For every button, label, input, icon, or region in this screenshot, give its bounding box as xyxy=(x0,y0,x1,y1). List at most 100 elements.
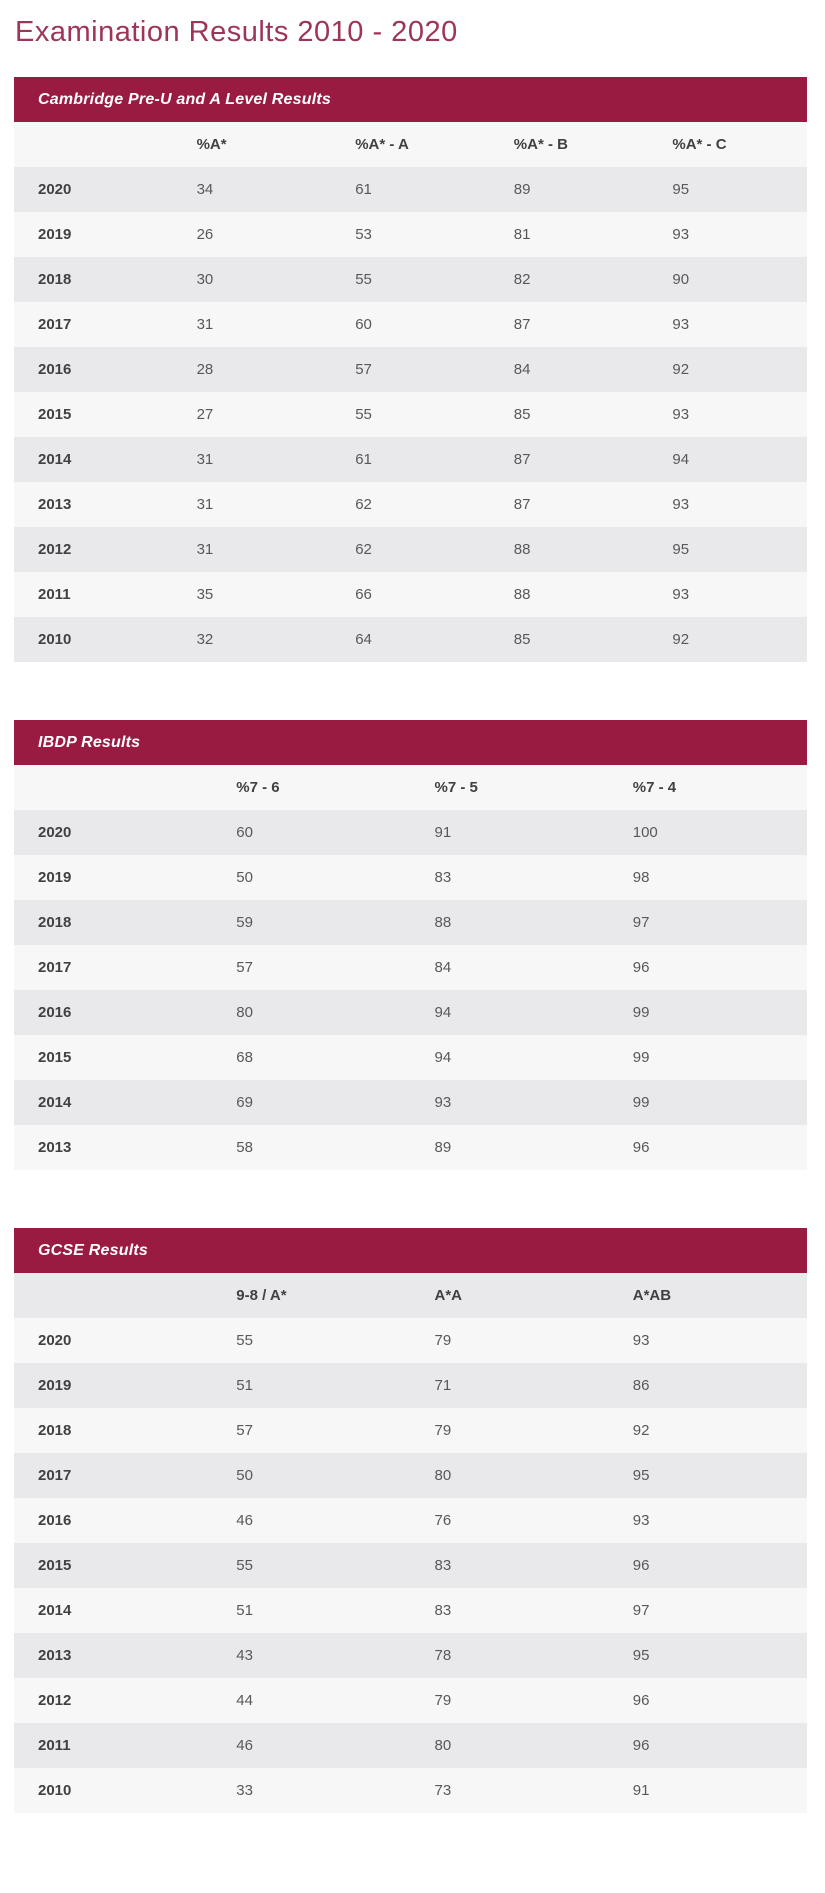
value-cell: 93 xyxy=(672,496,690,514)
value-cell: 50 xyxy=(236,869,253,887)
table-row: 2015 68 94 99 xyxy=(14,1035,807,1081)
page-content: Examination Results 2010 - 2020 Cambridg… xyxy=(14,16,807,1814)
year-cell: 2015 xyxy=(38,406,72,424)
results-table: 9-8 / A* A*A A*AB 2020 55 79 93 2019 51 71 86 2018 5… xyxy=(14,1273,807,1814)
value-cell: 73 xyxy=(434,1782,452,1800)
column-header-row: %7 - 6 %7 - 5 %7 - 4 xyxy=(14,765,807,811)
table-row: 2013 43 78 95 xyxy=(14,1633,807,1679)
column-header: %A* - C xyxy=(672,136,727,154)
value-cell: 97 xyxy=(632,914,650,932)
value-cell: 31 xyxy=(196,541,214,559)
table-row: 2017 31 60 87 93 xyxy=(14,302,807,348)
value-cell: 89 xyxy=(434,1139,452,1157)
value-cell: 93 xyxy=(434,1094,452,1112)
table-row: 2020 34 61 89 95 xyxy=(14,167,807,213)
column-header: %7 - 5 xyxy=(434,779,478,797)
year-cell: 2011 xyxy=(38,586,71,604)
table-row: 2016 46 76 93 xyxy=(14,1498,807,1544)
value-cell: 79 xyxy=(434,1332,452,1350)
value-cell: 80 xyxy=(434,1467,452,1485)
value-cell: 60 xyxy=(355,316,372,334)
year-cell: 2013 xyxy=(38,1139,72,1157)
value-cell: 96 xyxy=(632,1737,650,1755)
table-row: 2011 35 66 88 93 xyxy=(14,572,807,618)
section-title-bar: GCSE Results xyxy=(14,1228,807,1274)
table-row: 2020 60 91 100 xyxy=(14,810,807,856)
year-cell: 2020 xyxy=(38,1332,72,1350)
value-cell: 59 xyxy=(236,914,253,932)
value-cell: 97 xyxy=(632,1602,650,1620)
value-cell: 83 xyxy=(434,1557,452,1575)
table-row: 2011 46 80 96 xyxy=(14,1723,807,1769)
table-row: 2013 58 89 96 xyxy=(14,1125,807,1171)
value-cell: 62 xyxy=(355,541,372,559)
value-cell: 46 xyxy=(236,1512,253,1530)
value-cell: 93 xyxy=(632,1512,650,1530)
value-cell: 79 xyxy=(434,1692,452,1710)
value-cell: 93 xyxy=(672,586,690,604)
value-cell: 99 xyxy=(632,1049,650,1067)
value-cell: 91 xyxy=(434,824,452,842)
year-cell: 2014 xyxy=(38,1602,72,1620)
table-row: 2019 51 71 86 xyxy=(14,1363,807,1409)
value-cell: 78 xyxy=(434,1647,452,1665)
corner-cell xyxy=(14,122,173,167)
year-cell: 2018 xyxy=(38,271,72,289)
value-cell: 95 xyxy=(632,1467,650,1485)
value-cell: 62 xyxy=(355,496,372,514)
table-row: 2019 50 83 98 xyxy=(14,855,807,901)
value-cell: 80 xyxy=(434,1737,452,1755)
value-cell: 51 xyxy=(236,1602,253,1620)
value-cell: 64 xyxy=(355,631,372,649)
table-row: 2014 69 93 99 xyxy=(14,1080,807,1126)
table-row: 2018 57 79 92 xyxy=(14,1408,807,1454)
value-cell: 33 xyxy=(236,1782,253,1800)
year-cell: 2014 xyxy=(38,1094,72,1112)
value-cell: 51 xyxy=(236,1377,253,1395)
value-cell: 87 xyxy=(513,316,531,334)
value-cell: 86 xyxy=(632,1377,650,1395)
value-cell: 55 xyxy=(236,1557,253,1575)
table-row: 2017 57 84 96 xyxy=(14,945,807,991)
table-row: 2017 50 80 95 xyxy=(14,1453,807,1499)
results-section: IBDP Results %7 - 6 %7 - 5 %7 - 4 2020 60 91 10… xyxy=(14,720,807,1171)
value-cell: 84 xyxy=(513,361,531,379)
value-cell: 71 xyxy=(434,1377,452,1395)
year-cell: 2016 xyxy=(38,1512,72,1530)
value-cell: 61 xyxy=(355,181,372,199)
year-cell: 2011 xyxy=(38,1737,71,1755)
value-cell: 96 xyxy=(632,959,650,977)
column-header: A*AB xyxy=(632,1287,672,1305)
section-title-bar: IBDP Results xyxy=(14,720,807,766)
value-cell: 94 xyxy=(434,1049,452,1067)
value-cell: 87 xyxy=(513,451,531,469)
value-cell: 84 xyxy=(434,959,452,977)
value-cell: 79 xyxy=(434,1422,452,1440)
table-row: 2014 31 61 87 94 xyxy=(14,437,807,483)
value-cell: 88 xyxy=(434,914,452,932)
value-cell: 80 xyxy=(236,1004,253,1022)
value-cell: 57 xyxy=(236,959,253,977)
table-row: 2010 32 64 85 92 xyxy=(14,617,807,663)
value-cell: 83 xyxy=(434,1602,452,1620)
corner-cell xyxy=(14,765,212,810)
year-cell: 2015 xyxy=(38,1557,72,1575)
year-cell: 2015 xyxy=(38,1049,72,1067)
section-title: GCSE Results xyxy=(38,1241,148,1259)
column-header: A*A xyxy=(434,1287,463,1305)
value-cell: 90 xyxy=(672,271,690,289)
value-cell: 93 xyxy=(672,226,690,244)
value-cell: 93 xyxy=(632,1332,650,1350)
year-cell: 2017 xyxy=(38,959,72,977)
value-cell: 28 xyxy=(196,361,214,379)
value-cell: 31 xyxy=(196,451,214,469)
value-cell: 95 xyxy=(672,541,690,559)
value-cell: 61 xyxy=(355,451,372,469)
year-cell: 2017 xyxy=(38,316,72,334)
table-row: 2018 30 55 82 90 xyxy=(14,257,807,303)
value-cell: 85 xyxy=(513,631,531,649)
year-cell: 2013 xyxy=(38,1647,72,1665)
value-cell: 100 xyxy=(632,824,658,842)
table-row: 2016 80 94 99 xyxy=(14,990,807,1036)
column-header: %7 - 6 xyxy=(236,779,280,797)
